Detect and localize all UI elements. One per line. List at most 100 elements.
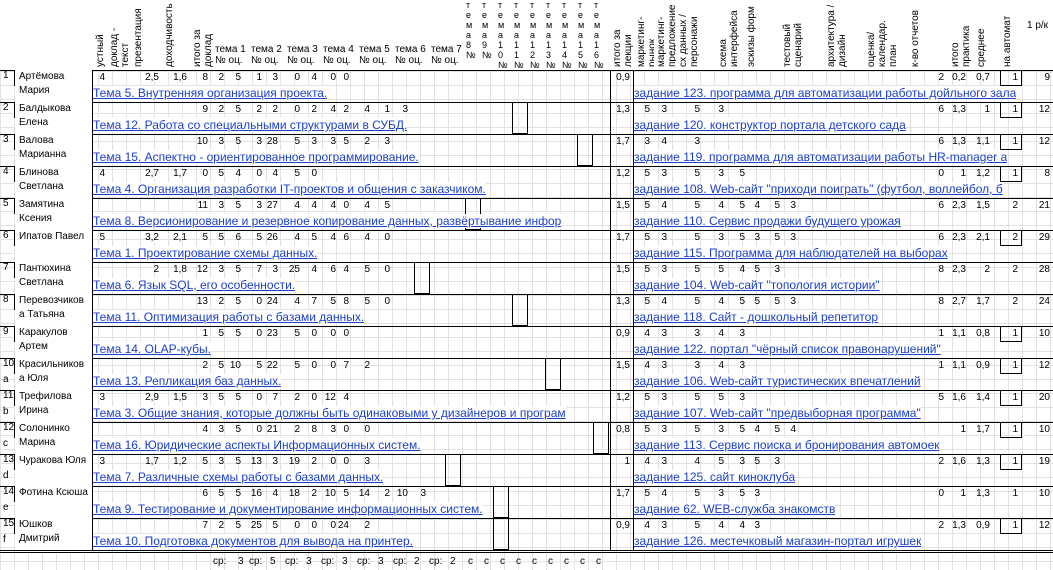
practice-cell[interactable]: 3 [754, 488, 760, 499]
student-name[interactable]: Блинова Светлана [15, 166, 93, 198]
practice-cell[interactable]: 12 [1038, 136, 1050, 147]
score-cell[interactable]: 14 [358, 488, 370, 499]
score-cell[interactable]: 3,2 [145, 232, 159, 243]
practice-cell[interactable]: 5 [739, 200, 745, 211]
score-cell[interactable]: 10 [229, 360, 241, 371]
footer-cell[interactable]: ср: [285, 556, 299, 567]
footer-c-cell[interactable]: с [468, 556, 473, 567]
header-theme-7[interactable]: тема 7 № оц. [429, 0, 466, 71]
header-architecture[interactable]: архитектура / дизайн [824, 0, 865, 71]
lectures-total-cell[interactable]: 0,9 [616, 328, 630, 339]
practice-cell[interactable]: 5 [644, 424, 650, 435]
score-cell[interactable]: 0 [294, 520, 300, 531]
practice-cell[interactable]: 3 [739, 360, 745, 371]
practice-cell[interactable]: 5 [718, 264, 724, 275]
score-cell[interactable]: 3 [311, 136, 317, 147]
score-cell[interactable]: 4 [294, 200, 300, 211]
row-number[interactable]: 4 [0, 166, 15, 182]
footer-cell[interactable]: 5 [270, 556, 276, 567]
practice-cell[interactable]: 1 [1012, 392, 1018, 403]
footer-c-cell[interactable]: с [484, 556, 489, 567]
practice-cell[interactable]: 3 [661, 392, 667, 403]
score-cell[interactable]: 0 [330, 360, 336, 371]
practice-cell[interactable]: 1 [1012, 424, 1018, 435]
header-data-schema[interactable]: сх данных / персонажи [676, 0, 717, 71]
topic-link[interactable]: Тема 15. Аспектно - ориентированное прог… [93, 150, 419, 164]
score-cell[interactable]: 6 [235, 232, 241, 243]
table-row[interactable]: 4 Блинова Светлана 4 2,7 1,7 0 5 4 0 4 5 0 1,2 5 3 5 3 5 0… [0, 166, 1053, 199]
score-cell[interactable]: 2 [311, 488, 317, 499]
header-estimate-plan[interactable]: оценка/ календар. план [864, 0, 909, 71]
score-cell[interactable]: 5 [99, 232, 105, 243]
score-cell[interactable]: 0 [256, 392, 262, 403]
score-cell[interactable]: 0 [256, 424, 262, 435]
practice-cell[interactable]: 1 [938, 360, 944, 371]
practice-cell[interactable]: 6 [938, 136, 944, 147]
practice-cell[interactable]: 28 [1038, 264, 1050, 275]
row-number[interactable]: 12 [0, 422, 15, 438]
score-cell[interactable]: 3 [330, 136, 336, 147]
score-cell[interactable]: 1 [256, 72, 262, 83]
score-cell[interactable]: 0 [256, 328, 262, 339]
score-cell[interactable]: 8 [202, 72, 208, 83]
score-cell[interactable]: 5 [294, 328, 300, 339]
practice-cell[interactable]: 12 [1038, 360, 1050, 371]
practice-cell[interactable]: 5 [754, 456, 760, 467]
practice-cell[interactable]: 2 [938, 456, 944, 467]
practice-cell[interactable]: 0,8 [976, 328, 990, 339]
footer-cell[interactable]: ср: [429, 556, 443, 567]
score-cell[interactable]: 24 [337, 520, 349, 531]
header-clarity[interactable]: доходчивость [162, 0, 191, 71]
score-cell[interactable]: 2 [202, 360, 208, 371]
score-cell[interactable]: 0 [311, 168, 317, 179]
score-cell[interactable]: 10 [396, 488, 408, 499]
lectures-total-cell[interactable]: 1,7 [616, 136, 630, 147]
practice-cell[interactable]: 3 [661, 456, 667, 467]
score-cell[interactable]: 4 [343, 264, 349, 275]
row-number[interactable]: 10 [0, 358, 15, 374]
header-marketing-market[interactable]: маркетинг-рынок [634, 0, 655, 71]
lectures-total-cell[interactable]: 1,7 [616, 232, 630, 243]
score-cell[interactable]: 7 [311, 296, 317, 307]
practice-cell[interactable]: 4 [644, 328, 650, 339]
score-cell[interactable]: 8 [311, 424, 317, 435]
practice-cell[interactable]: 1 [1012, 520, 1018, 531]
footer-cell[interactable]: ср: [249, 556, 263, 567]
score-cell[interactable]: 3 [272, 456, 278, 467]
score-cell[interactable]: 5 [235, 520, 241, 531]
score-cell[interactable]: 0 [343, 328, 349, 339]
practice-cell[interactable]: 4 [644, 456, 650, 467]
task-link[interactable]: задание 123. программа для автоматизации… [634, 86, 1017, 100]
score-cell[interactable]: 5 [218, 232, 224, 243]
score-cell[interactable]: 26 [266, 232, 278, 243]
score-cell[interactable]: 3 [272, 264, 278, 275]
practice-cell[interactable]: 5 [694, 488, 700, 499]
practice-cell[interactable]: 4 [718, 328, 724, 339]
practice-cell[interactable]: 1 [1012, 104, 1018, 115]
score-cell[interactable]: 5 [235, 200, 241, 211]
practice-cell[interactable]: 4 [661, 200, 667, 211]
footer-c-cell[interactable]: с [596, 556, 601, 567]
practice-cell[interactable]: 3 [694, 136, 700, 147]
score-cell[interactable]: 7 [202, 520, 208, 531]
score-cell[interactable]: 4 [311, 72, 317, 83]
score-cell[interactable]: 2 [218, 520, 224, 531]
footer-cell[interactable]: ср: [321, 556, 335, 567]
row-number[interactable]: 7 [0, 262, 15, 278]
score-cell[interactable]: 5 [235, 456, 241, 467]
practice-cell[interactable]: 3 [644, 136, 650, 147]
score-cell[interactable]: 3 [99, 456, 105, 467]
score-cell[interactable]: 0 [343, 72, 349, 83]
table-row[interactable]: 1 Артёмова Мария 4 2,5 1,6 8 2 5 1 3 0 4 0 0 0,9 2 0,2 0,… [0, 70, 1053, 103]
score-cell[interactable]: 5 [364, 264, 370, 275]
student-name[interactable]: Юшков Дмитрий [15, 518, 93, 550]
footer-cell[interactable]: 3 [238, 556, 244, 567]
score-cell[interactable]: 3 [218, 424, 224, 435]
score-cell[interactable]: 18 [288, 488, 300, 499]
practice-cell[interactable]: 5 [774, 296, 780, 307]
score-cell[interactable]: 0 [330, 456, 336, 467]
task-link[interactable]: задание 115. Программа для наблюдателей … [634, 246, 948, 260]
footer-cell[interactable]: 3 [306, 556, 312, 567]
lectures-total-cell[interactable]: 1,5 [616, 360, 630, 371]
